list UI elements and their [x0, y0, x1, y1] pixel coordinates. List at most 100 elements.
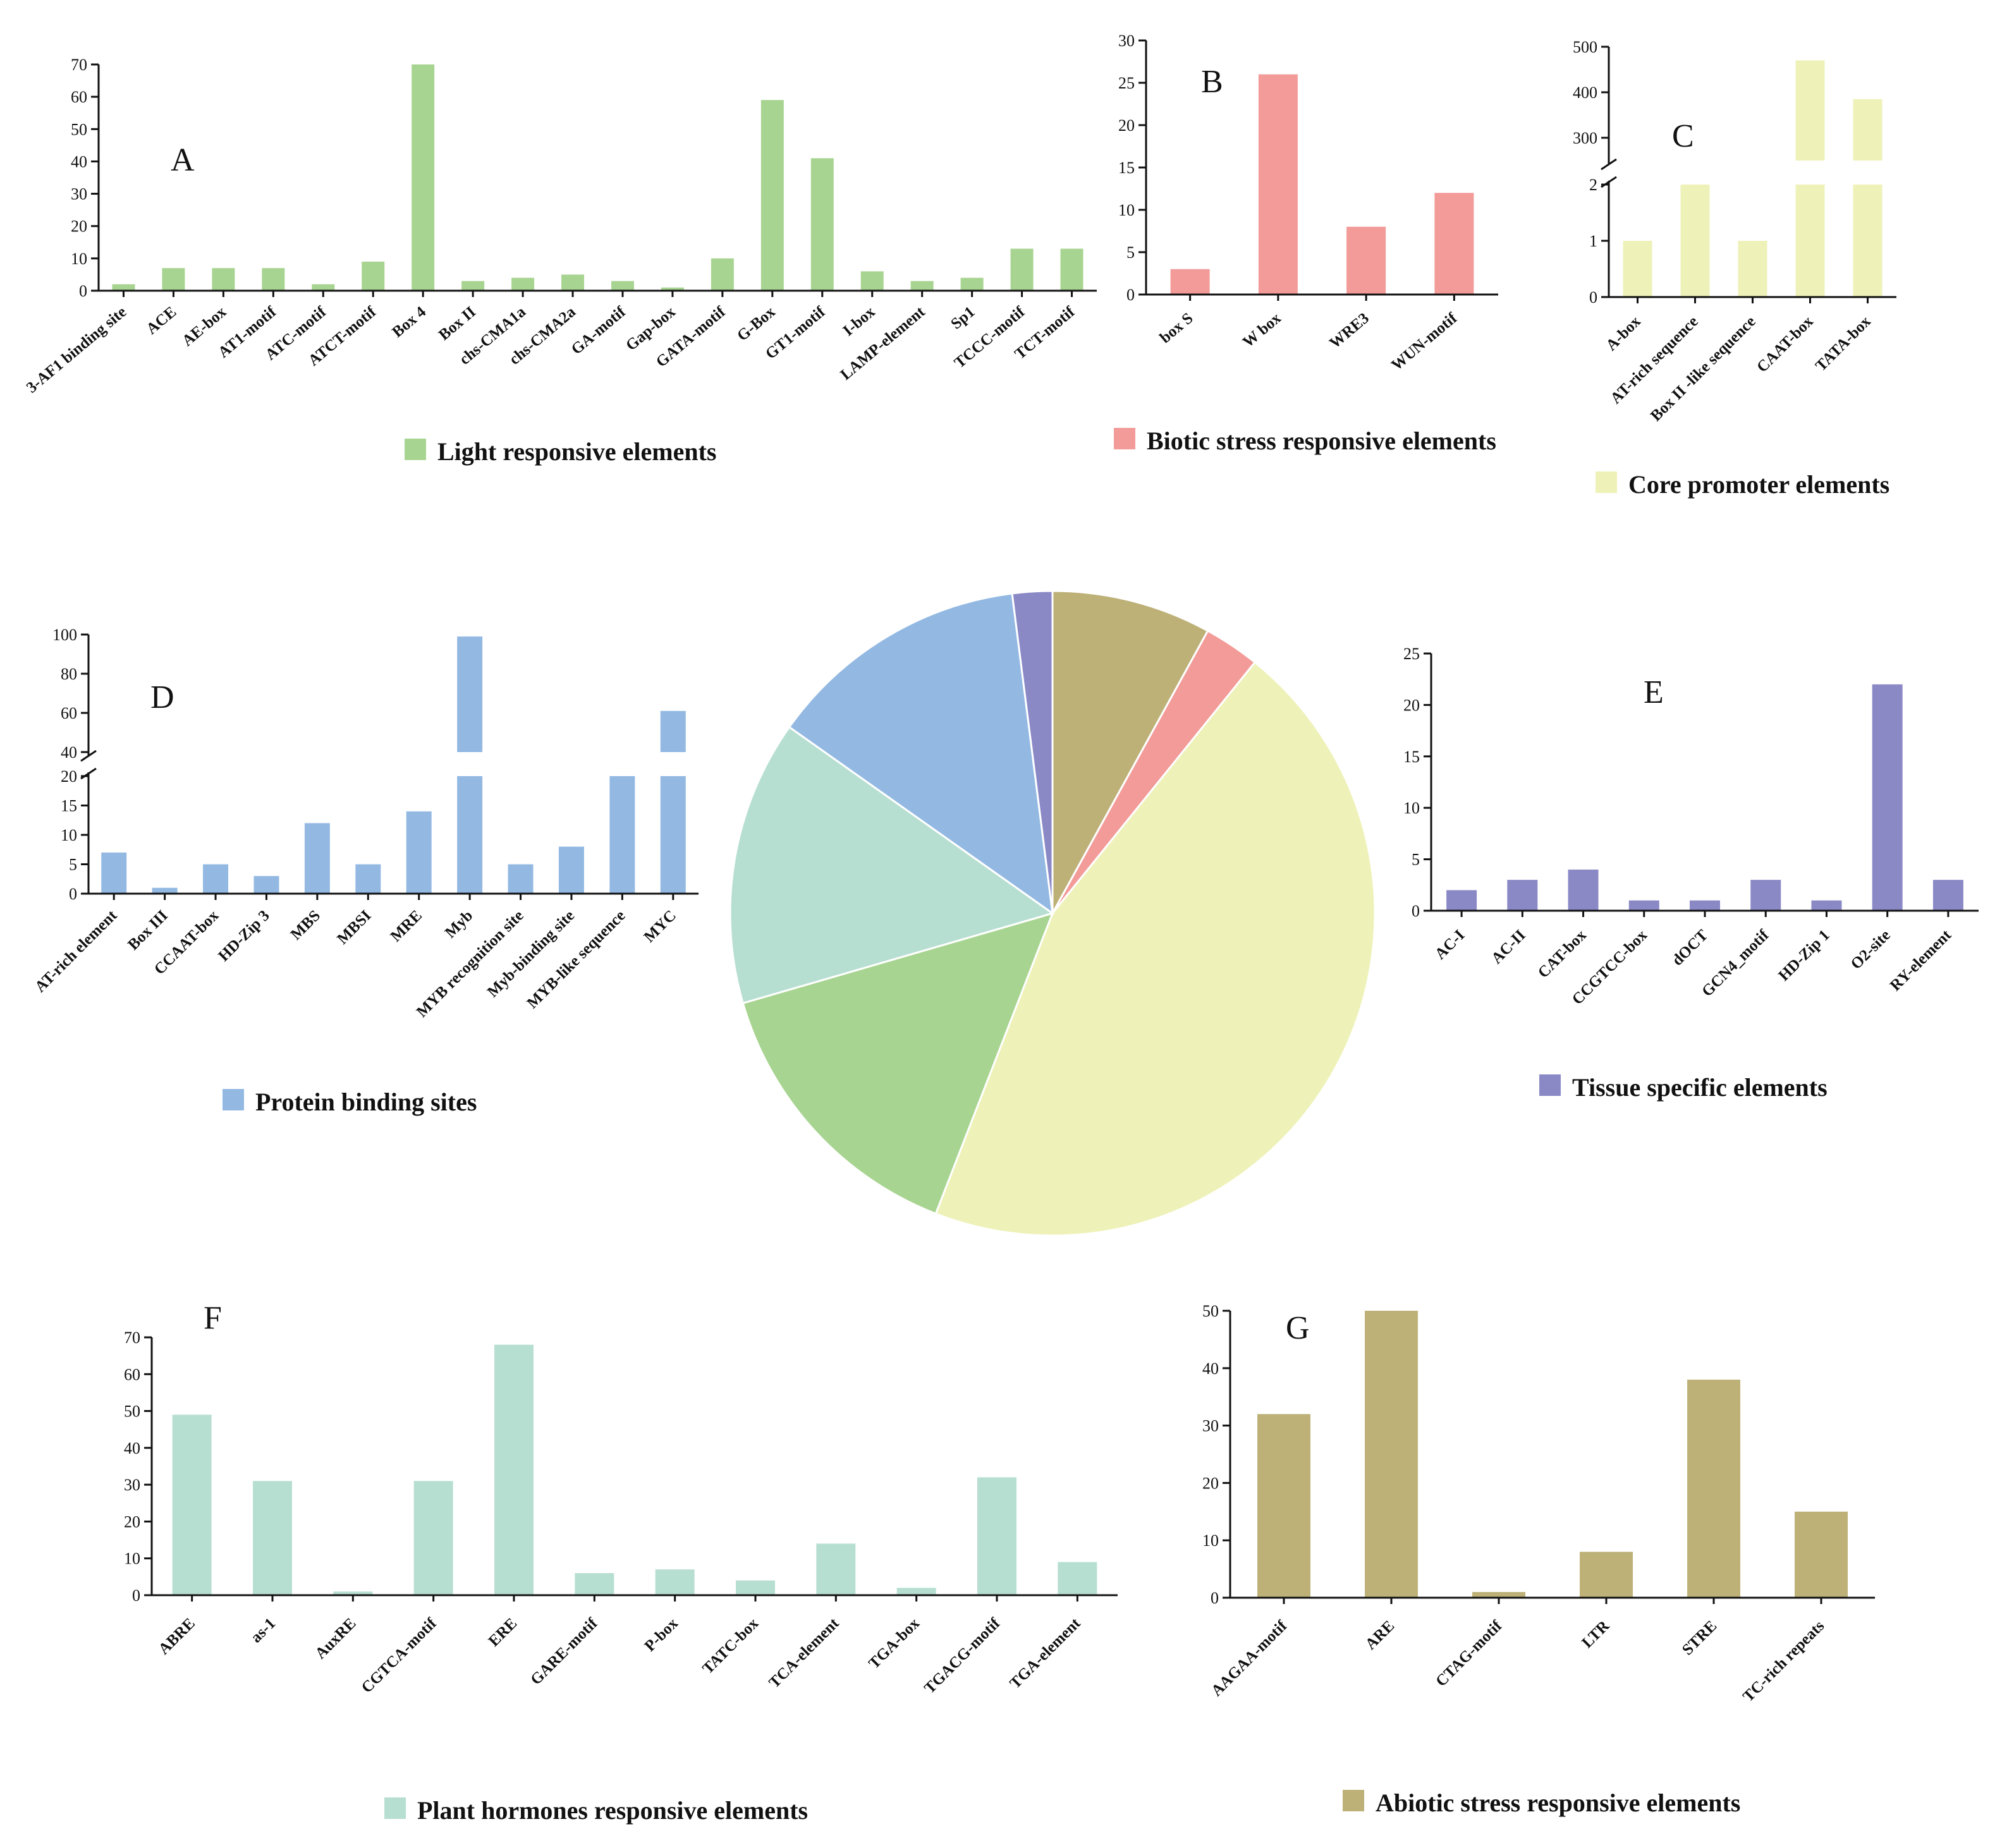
y-tick-label: 40 — [124, 1439, 140, 1457]
legend-label: Biotic stress responsive elements — [1147, 427, 1496, 455]
bar — [1623, 241, 1652, 297]
category-label: AuxRE — [312, 1615, 359, 1662]
bar — [760, 100, 784, 291]
panel-label: F — [204, 1300, 222, 1336]
y-tick-label: 0 — [79, 282, 87, 300]
bar — [1434, 193, 1474, 295]
bar — [511, 277, 535, 291]
category-label: Box 4 — [389, 303, 429, 341]
category-label: MYB-like sequence — [524, 907, 629, 1012]
bar — [960, 277, 984, 291]
y-tick-label: 80 — [61, 665, 77, 683]
bar — [1010, 248, 1034, 291]
category-label: I-box — [840, 303, 879, 340]
bar — [508, 864, 534, 894]
category-label: AAGAA-motif — [1208, 1617, 1291, 1700]
bar — [1472, 1591, 1525, 1598]
y-tick-label: 20 — [1403, 696, 1420, 714]
bar — [896, 1588, 936, 1595]
bar — [304, 823, 330, 894]
panel-label: D — [150, 679, 174, 715]
panel-B: 0 5 10 15 20 25 30 box S W box WRE3 WUN-motif B Biot… — [1114, 32, 1498, 455]
category-label: W box — [1240, 310, 1285, 351]
y-tick-label: 70 — [124, 1328, 140, 1347]
category-label: MBS — [288, 907, 324, 943]
category-label: CTAG-motif — [1432, 1617, 1505, 1690]
bar — [1365, 1311, 1418, 1598]
category-label: Myb — [442, 907, 476, 941]
category-label: as-1 — [248, 1615, 279, 1646]
category-label: ABRE — [156, 1615, 198, 1658]
y-tick-label: 0 — [1412, 902, 1420, 920]
y-tick-label: 0 — [69, 885, 77, 903]
y-tick-label: 400 — [1573, 83, 1597, 102]
y-tick-label: 300 — [1573, 129, 1597, 147]
bar — [558, 846, 584, 894]
category-label: HD-Zip 3 — [215, 907, 272, 964]
bar — [1446, 890, 1477, 911]
bar — [1258, 74, 1298, 295]
bar — [1872, 684, 1903, 911]
category-label: WRE3 — [1326, 310, 1372, 352]
bar — [413, 1481, 453, 1595]
bar — [977, 1477, 1016, 1595]
axis-break — [80, 750, 97, 762]
y-tick-label: 10 — [1118, 201, 1135, 219]
y-tick-label: 10 — [124, 1550, 140, 1568]
category-label: TGACG-motif — [921, 1615, 1004, 1698]
bar — [1687, 1379, 1740, 1598]
bar — [660, 776, 686, 894]
category-label: Box II — [436, 303, 479, 344]
bar — [1795, 1511, 1848, 1598]
bar — [253, 876, 279, 894]
category-label: CAAT-box — [1754, 313, 1817, 376]
y-tick-label: 10 — [61, 826, 77, 844]
category-label: MRE — [388, 907, 425, 945]
y-tick-label: 25 — [1403, 645, 1420, 663]
legend-label: Light responsive elements — [437, 437, 716, 466]
category-label: AT-rich element — [32, 907, 121, 996]
bar — [1628, 900, 1659, 911]
y-tick-label: 40 — [1202, 1359, 1219, 1378]
y-tick-label: 20 — [124, 1512, 140, 1531]
category-label: LAMP-element — [838, 303, 929, 383]
category-label: CGTCA-motif — [358, 1615, 441, 1697]
y-tick-label: 50 — [71, 120, 87, 138]
category-label: TGA-box — [865, 1615, 923, 1672]
y-tick-label: 40 — [71, 152, 87, 171]
bar — [1507, 880, 1538, 911]
category-label: box S — [1157, 310, 1197, 347]
bar — [212, 268, 235, 291]
bar — [910, 281, 934, 291]
bar — [1580, 1552, 1633, 1598]
bar — [362, 261, 385, 291]
y-tick-label: 10 — [1403, 799, 1420, 817]
bar — [1811, 900, 1842, 911]
bar — [457, 776, 483, 894]
category-label: ERE — [485, 1615, 520, 1650]
bar — [101, 852, 127, 894]
category-label: AC-II — [1488, 927, 1529, 967]
category-label: TCA-element — [766, 1615, 843, 1692]
y-tick-label: 40 — [61, 743, 77, 762]
bar — [1795, 185, 1825, 297]
y-tick-label: 15 — [61, 797, 77, 815]
category-label: Box III — [125, 907, 171, 954]
category-label: TATA-box — [1812, 313, 1874, 375]
y-tick-label: 70 — [71, 56, 87, 74]
bar — [112, 284, 135, 291]
bar — [355, 864, 381, 894]
category-label: O2-site — [1848, 927, 1894, 973]
category-label: LTR — [1578, 1617, 1613, 1651]
y-tick-label: 30 — [1118, 32, 1135, 50]
panel-label: A — [171, 142, 195, 178]
legend-swatch — [1539, 1074, 1561, 1096]
legend-label: Plant hormones responsive elements — [417, 1796, 808, 1825]
bar-upper — [1853, 99, 1883, 161]
bar — [1346, 226, 1386, 295]
panel-label: E — [1644, 674, 1664, 710]
